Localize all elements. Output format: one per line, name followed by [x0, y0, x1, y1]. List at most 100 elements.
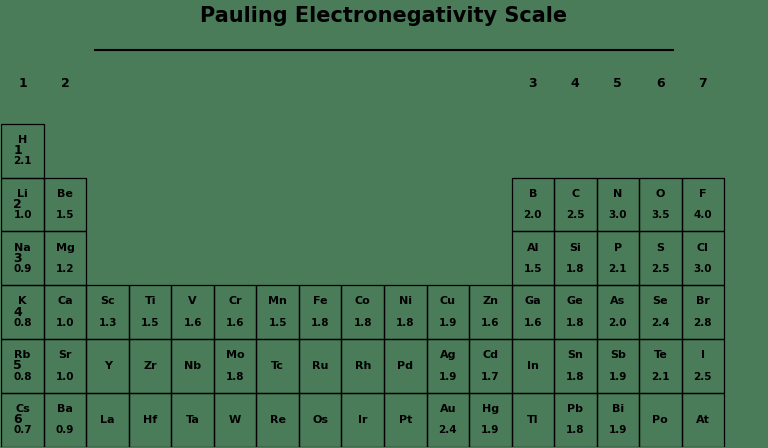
Bar — [639, 339, 681, 393]
Text: Pb: Pb — [568, 404, 584, 414]
Bar — [87, 339, 129, 393]
Text: Hg: Hg — [482, 404, 499, 414]
Bar — [342, 393, 384, 447]
Text: Re: Re — [270, 415, 286, 425]
Bar — [2, 231, 44, 285]
Bar — [384, 339, 426, 393]
Bar — [639, 177, 681, 231]
Text: 0.9: 0.9 — [14, 264, 31, 274]
Text: Mn: Mn — [268, 296, 287, 306]
Text: Sn: Sn — [568, 350, 583, 360]
Text: 0.8: 0.8 — [13, 372, 32, 382]
Text: 1.0: 1.0 — [13, 210, 32, 220]
Bar — [342, 339, 384, 393]
Bar — [426, 285, 469, 339]
Text: H: H — [18, 135, 28, 145]
Text: Sb: Sb — [610, 350, 626, 360]
Text: B: B — [528, 189, 537, 199]
Text: 1.0: 1.0 — [56, 318, 74, 328]
Text: 3.0: 3.0 — [608, 210, 627, 220]
Text: Sr: Sr — [58, 350, 72, 360]
Text: Sc: Sc — [101, 296, 115, 306]
Text: 1.8: 1.8 — [396, 318, 415, 328]
Bar — [469, 285, 511, 339]
Text: Br: Br — [696, 296, 710, 306]
Bar — [299, 339, 342, 393]
Bar — [681, 393, 724, 447]
Bar — [597, 285, 639, 339]
Text: 4.0: 4.0 — [694, 210, 712, 220]
Text: S: S — [657, 242, 664, 253]
Text: 5: 5 — [13, 359, 22, 372]
Text: 6: 6 — [656, 77, 664, 90]
Text: I: I — [701, 350, 705, 360]
Bar — [681, 285, 724, 339]
Text: 2.0: 2.0 — [524, 210, 542, 220]
Bar — [597, 231, 639, 285]
Bar — [639, 393, 681, 447]
Bar — [469, 339, 511, 393]
Text: 1.8: 1.8 — [566, 264, 584, 274]
Text: Te: Te — [654, 350, 667, 360]
Text: 1: 1 — [18, 77, 27, 90]
Text: K: K — [18, 296, 27, 306]
Text: 1.9: 1.9 — [439, 372, 457, 382]
Text: 1.9: 1.9 — [608, 372, 627, 382]
Text: O: O — [656, 189, 665, 199]
Bar — [2, 177, 44, 231]
Bar — [214, 285, 257, 339]
Text: N: N — [613, 189, 622, 199]
Bar — [2, 285, 44, 339]
Text: Co: Co — [355, 296, 371, 306]
Text: 1.9: 1.9 — [439, 318, 457, 328]
Bar — [554, 177, 597, 231]
Bar — [554, 231, 597, 285]
Text: Rh: Rh — [355, 361, 371, 371]
Text: Au: Au — [439, 404, 456, 414]
Text: Cd: Cd — [482, 350, 498, 360]
Text: 1.5: 1.5 — [141, 318, 160, 328]
Text: 1.8: 1.8 — [566, 318, 584, 328]
Text: 0.7: 0.7 — [13, 426, 32, 435]
Text: Na: Na — [15, 242, 31, 253]
Text: Cs: Cs — [15, 404, 30, 414]
Bar — [597, 393, 639, 447]
Text: 1.6: 1.6 — [481, 318, 499, 328]
Text: Pt: Pt — [399, 415, 412, 425]
Bar — [2, 124, 44, 177]
Text: Fe: Fe — [313, 296, 327, 306]
Text: 1: 1 — [13, 144, 22, 157]
Bar — [384, 393, 426, 447]
Text: Ag: Ag — [439, 350, 456, 360]
Text: 2.5: 2.5 — [566, 210, 584, 220]
Text: Pd: Pd — [397, 361, 413, 371]
Text: La: La — [101, 415, 115, 425]
Text: 3.5: 3.5 — [651, 210, 670, 220]
Bar — [384, 285, 426, 339]
Text: Hf: Hf — [143, 415, 157, 425]
Bar — [44, 393, 87, 447]
Text: 1.8: 1.8 — [566, 372, 584, 382]
Bar — [171, 393, 214, 447]
Text: 2.5: 2.5 — [694, 372, 712, 382]
Text: 6: 6 — [13, 413, 22, 426]
Bar — [299, 393, 342, 447]
Bar — [129, 393, 171, 447]
Text: 2.0: 2.0 — [608, 318, 627, 328]
Bar — [342, 285, 384, 339]
Text: Ca: Ca — [58, 296, 73, 306]
Bar — [554, 393, 597, 447]
Bar — [171, 339, 214, 393]
Text: 1.6: 1.6 — [184, 318, 202, 328]
Text: 3.0: 3.0 — [694, 264, 712, 274]
Bar — [2, 393, 44, 447]
Text: 1.6: 1.6 — [524, 318, 542, 328]
Text: Ge: Ge — [567, 296, 584, 306]
Bar — [554, 285, 597, 339]
Text: 2: 2 — [61, 77, 70, 90]
Bar — [511, 285, 554, 339]
Text: Ir: Ir — [358, 415, 368, 425]
Bar — [171, 285, 214, 339]
Bar — [426, 339, 469, 393]
Bar — [511, 339, 554, 393]
